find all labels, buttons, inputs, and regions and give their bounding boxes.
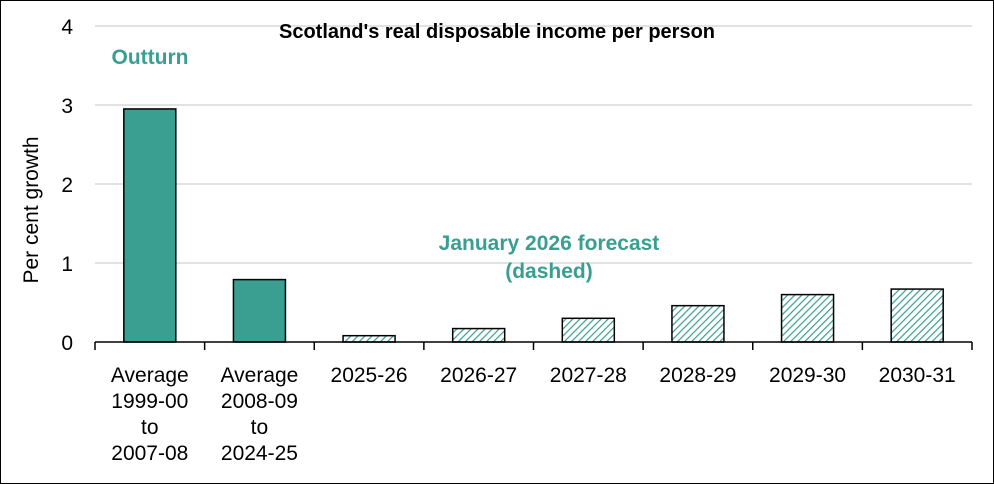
x-tick-label: to — [251, 416, 269, 439]
x-tick-label: 2007-08 — [111, 442, 188, 465]
bar-4 — [561, 317, 616, 343]
bar-3 — [451, 327, 506, 343]
bar-6 — [780, 293, 835, 343]
x-tick-label: 2024-25 — [221, 442, 298, 465]
x-tick-label: Average — [221, 364, 299, 387]
y-tick-label: 0 — [61, 332, 73, 355]
x-tick-label: 2030-31 — [879, 364, 956, 387]
x-tick-labels: Average 1999-00 to 2007-08 Average 2008-09 to 2… — [111, 364, 956, 465]
bar-5 — [671, 304, 725, 343]
x-tick-label: 2027-28 — [550, 364, 627, 387]
x-tick-label: 2029-30 — [769, 364, 846, 387]
outturn-annotation: Outturn — [112, 46, 189, 69]
y-tick-label: 1 — [61, 253, 73, 276]
x-tick-label: 1999-00 — [111, 390, 188, 413]
forecast-annotation-line1: January 2026 forecast — [439, 232, 660, 255]
y-tick-label: 4 — [61, 16, 73, 39]
y-tick-label: 3 — [61, 95, 73, 118]
bar-0 — [123, 108, 177, 343]
forecast-annotation-line2: (dashed) — [505, 260, 593, 283]
x-tick-label: 2008-09 — [221, 390, 298, 413]
x-tick-label: to — [141, 416, 159, 439]
bar-1 — [232, 278, 287, 343]
chart-title: Scotland's real disposable income per pe… — [279, 21, 715, 43]
y-tick-labels: 0 1 2 3 4 — [61, 16, 73, 355]
y-axis-label: Per cent growth — [20, 136, 43, 283]
x-tick-label: 2028-29 — [659, 364, 736, 387]
x-tick-label: Average — [111, 364, 189, 387]
x-tick-label: 2025-26 — [331, 364, 408, 387]
gridlines — [95, 25, 972, 264]
x-axis — [94, 341, 973, 350]
bars — [123, 108, 944, 343]
y-tick-label: 2 — [61, 174, 73, 197]
x-tick-label: 2026-27 — [440, 364, 517, 387]
bar-2 — [342, 334, 396, 343]
bar-7 — [890, 288, 944, 343]
